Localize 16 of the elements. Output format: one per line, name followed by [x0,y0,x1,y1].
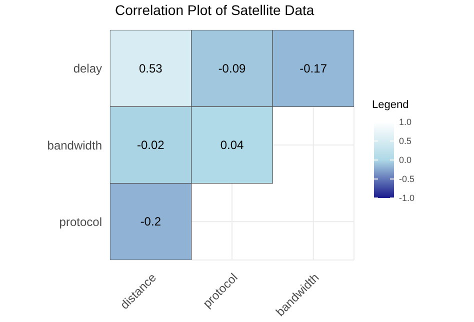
data-label: -0.2 [140,214,162,229]
data-label: -0.17 [300,61,328,76]
color-bar-label: 1.0 [399,117,412,127]
data-label: -0.02 [136,138,165,152]
y-tick-label: protocol [59,214,102,229]
color-bar-label: -0.5 [399,174,415,184]
data-label: 0.04 [220,138,244,152]
color-bar-label: -1.0 [399,193,415,203]
data-label: 0.53 [138,61,163,76]
legend-title: Legend [372,99,409,111]
chart-title: Correlation Plot of Satellite Data [115,2,314,18]
y-tick-label: bandwidth [47,138,102,152]
data-label: -0.09 [218,61,246,76]
color-bar-label: 0.5 [399,136,412,146]
y-tick-label: delay [73,62,102,76]
color-bar-label: 0.0 [399,155,412,165]
